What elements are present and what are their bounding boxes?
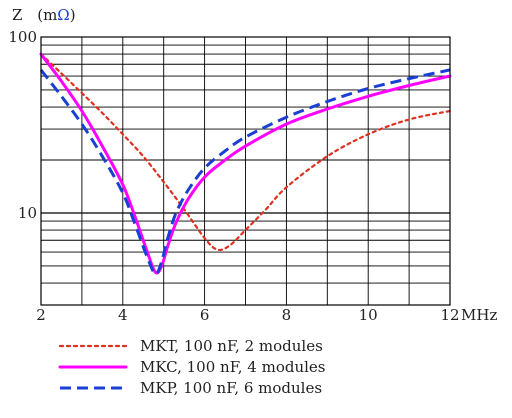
- series-line-mkc: [39, 52, 452, 275]
- y-axis-label-unit-close: ): [70, 6, 76, 24]
- y-axis-label-unit-open: (m: [37, 6, 57, 24]
- x-axis-unit-label: MHz: [461, 306, 497, 324]
- plot-grid: [40, 37, 451, 306]
- legend-label: MKC, 100 nF, 4 modules: [140, 358, 326, 376]
- legend-swatch: [58, 344, 128, 348]
- x-tick-label: 2: [36, 306, 46, 324]
- y-tick-label: 10: [18, 204, 37, 222]
- legend-item-mkp: MKP, 100 nF, 6 modules: [58, 378, 326, 398]
- legend-item-mkc: MKC, 100 nF, 4 modules: [58, 357, 326, 377]
- x-tick-label: 12: [440, 306, 459, 324]
- x-tick-label: 8: [282, 306, 292, 324]
- legend-swatch: [60, 386, 126, 390]
- series-line-mkt: [39, 53, 452, 252]
- y-axis-label: Z (mΩ): [12, 6, 76, 24]
- legend-item-mkt: MKT, 100 nF, 2 modules: [58, 336, 326, 356]
- legend-label: MKT, 100 nF, 2 modules: [140, 337, 323, 355]
- series-line-mkp: [39, 68, 451, 276]
- series-layer: [39, 52, 452, 276]
- axis-tick-labels: 2 4 6 8 10 12 10 100: [8, 28, 459, 324]
- legend-label: MKP, 100 nF, 6 modules: [140, 379, 323, 397]
- y-axis-label-letter: Z: [12, 6, 22, 24]
- x-tick-label: 10: [359, 306, 378, 324]
- x-tick-label: 6: [200, 306, 210, 324]
- x-tick-label: 4: [118, 306, 128, 324]
- y-axis-label-omega: Ω: [57, 6, 69, 24]
- legend-swatch: [58, 365, 128, 369]
- legend: MKT, 100 nF, 2 modules MKC, 100 nF, 4 mod…: [58, 336, 326, 399]
- y-tick-label: 100: [8, 28, 37, 46]
- plot-frame: [40, 36, 451, 306]
